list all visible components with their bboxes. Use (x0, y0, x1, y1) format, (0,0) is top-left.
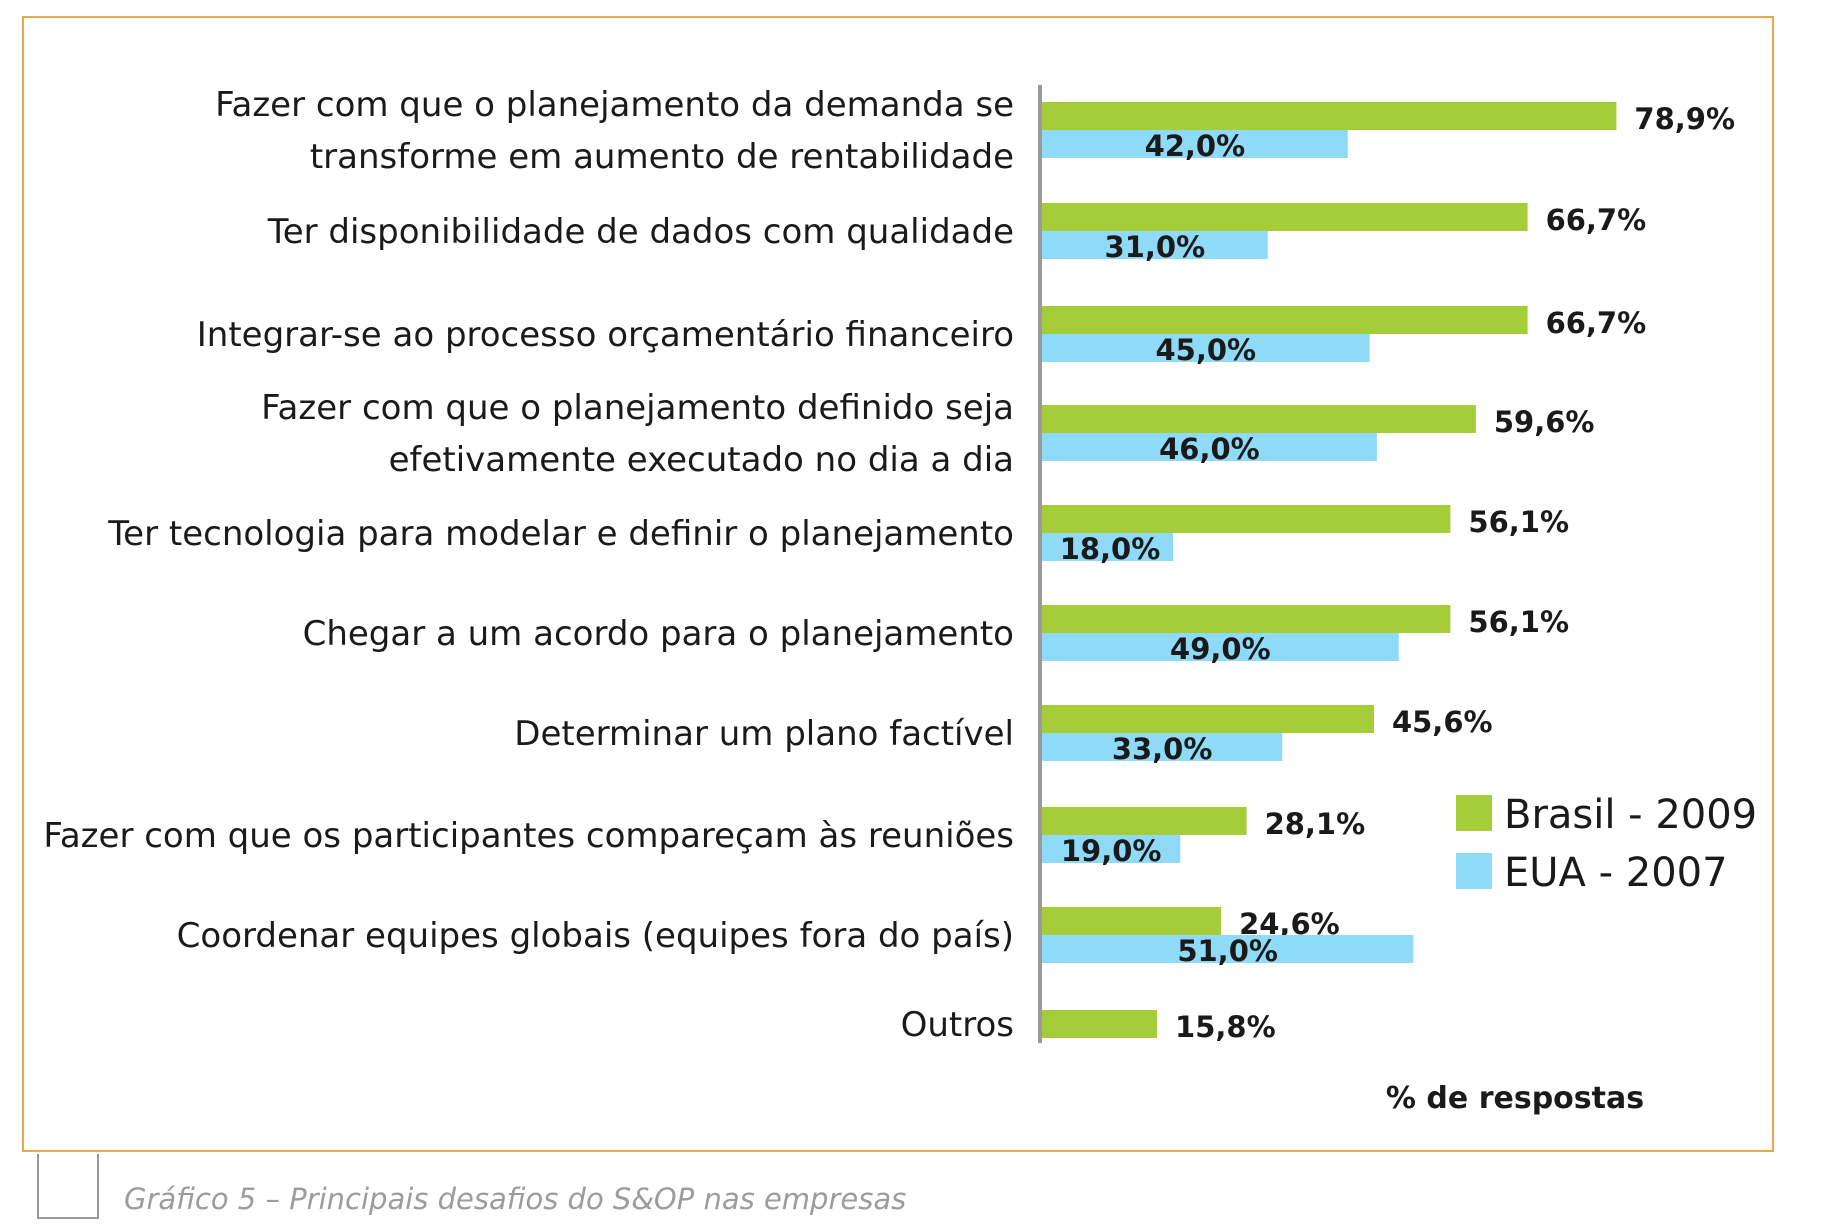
data-label-eua-2007: 46,0% (1159, 432, 1260, 466)
bar-eua-2007 (1042, 533, 1174, 561)
bar-brasil-2009 (1042, 907, 1222, 935)
category-label: transforme em aumento de rentabilidade (310, 137, 1014, 177)
bar-brasil-2009 (1042, 306, 1528, 334)
bar-brasil-2009 (1042, 807, 1247, 835)
data-label-brasil-2009: 28,1% (1265, 807, 1366, 841)
category-label: efetivamente executado no dia a dia (389, 440, 1014, 480)
bar-eua-2007 (1042, 334, 1370, 362)
bar-eua-2007 (1042, 231, 1268, 259)
bar-brasil-2009 (1042, 605, 1451, 633)
figure-caption: Gráfico 5 – Principais desafios do S&OP … (124, 1182, 907, 1216)
category-label: Ter disponibilidade de dados com qualida… (267, 212, 1014, 252)
data-label-brasil-2009: 45,6% (1392, 705, 1493, 739)
data-label-eua-2007: 51,0% (1177, 934, 1278, 968)
category-label: Fazer com que o planejamento definido se… (261, 388, 1014, 428)
legend-label: EUA - 2007 (1504, 850, 1728, 896)
data-label-eua-2007: 45,0% (1155, 333, 1256, 367)
data-label-eua-2007: 49,0% (1170, 632, 1271, 666)
legend-label: Brasil - 2009 (1504, 792, 1757, 838)
category-label: Integrar-se ao processo orçamentário fin… (197, 315, 1014, 355)
data-label-eua-2007: 33,0% (1112, 732, 1213, 766)
category-label: Ter tecnologia para modelar e definir o … (107, 514, 1014, 554)
data-label-brasil-2009: 66,7% (1546, 306, 1647, 340)
data-label-brasil-2009: 15,8% (1175, 1010, 1276, 1044)
category-label: Fazer com que os participantes compareça… (43, 816, 1014, 856)
data-label-brasil-2009: 66,7% (1546, 203, 1647, 237)
bar-eua-2007 (1042, 633, 1399, 661)
category-label: Coordenar equipes globais (equipes fora … (177, 916, 1014, 956)
bar-brasil-2009 (1042, 102, 1617, 130)
bar-eua-2007 (1042, 935, 1414, 963)
data-label-eua-2007: 31,0% (1105, 230, 1206, 264)
category-label: Determinar um plano factível (514, 714, 1014, 754)
caption-bracket (37, 1154, 99, 1219)
x-axis-title: % de respostas (1386, 1081, 1644, 1116)
category-label: Chegar a um acordo para o planejamento (303, 614, 1014, 654)
bar-eua-2007 (1042, 433, 1377, 461)
data-label-eua-2007: 42,0% (1145, 129, 1246, 163)
data-label-brasil-2009: 56,1% (1468, 505, 1569, 539)
bar-brasil-2009 (1042, 405, 1476, 433)
category-label: Fazer com que o planejamento da demanda … (215, 85, 1014, 125)
bar-brasil-2009 (1042, 705, 1374, 733)
bar-brasil-2009 (1042, 203, 1528, 231)
data-label-brasil-2009: 59,6% (1494, 405, 1595, 439)
bar-eua-2007 (1042, 130, 1348, 158)
bar-eua-2007 (1042, 733, 1283, 761)
chart-frame (22, 16, 1774, 1152)
data-label-eua-2007: 19,0% (1061, 834, 1162, 868)
bar-eua-2007 (1042, 835, 1181, 863)
data-label-eua-2007: 18,0% (1060, 532, 1161, 566)
bar-brasil-2009 (1042, 505, 1451, 533)
data-label-brasil-2009: 56,1% (1468, 605, 1569, 639)
data-label-brasil-2009: 78,9% (1634, 102, 1735, 136)
category-label: Outros (901, 1005, 1014, 1045)
legend-swatch (1456, 795, 1492, 831)
bar-brasil-2009 (1042, 1010, 1158, 1038)
legend-swatch (1456, 853, 1492, 889)
